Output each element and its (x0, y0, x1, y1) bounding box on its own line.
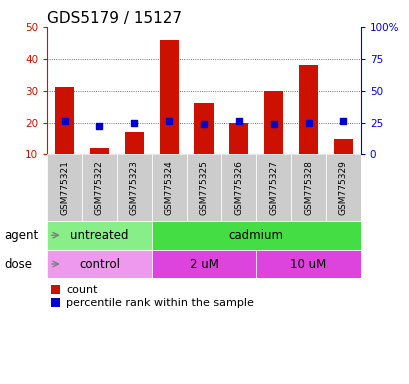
Text: GSM775324: GSM775324 (164, 160, 173, 215)
Text: control: control (79, 258, 120, 270)
FancyBboxPatch shape (151, 154, 186, 221)
Text: dose: dose (4, 258, 32, 270)
Text: 10 uM: 10 uM (290, 258, 326, 270)
Point (165, 118, 172, 124)
Text: GSM775321: GSM775321 (60, 160, 69, 215)
FancyBboxPatch shape (290, 154, 325, 221)
Bar (229, 122, 248, 154)
FancyBboxPatch shape (325, 154, 360, 221)
Bar (298, 65, 317, 154)
Point (200, 121, 207, 127)
Point (61, 118, 68, 124)
Text: GSM775322: GSM775322 (95, 160, 103, 215)
Bar (159, 40, 178, 154)
FancyBboxPatch shape (117, 154, 151, 221)
Point (304, 119, 311, 126)
FancyBboxPatch shape (221, 154, 256, 221)
FancyBboxPatch shape (151, 221, 360, 250)
Bar (90, 148, 109, 154)
Point (131, 119, 137, 126)
Text: percentile rank within the sample: percentile rank within the sample (66, 298, 254, 308)
FancyBboxPatch shape (82, 154, 117, 221)
Text: 2 uM: 2 uM (189, 258, 218, 270)
Point (235, 118, 241, 124)
Text: count: count (66, 285, 98, 295)
Text: GSM775326: GSM775326 (234, 160, 243, 215)
FancyBboxPatch shape (47, 154, 82, 221)
FancyBboxPatch shape (186, 154, 221, 221)
Text: GSM775328: GSM775328 (303, 160, 312, 215)
Text: GSM775327: GSM775327 (269, 160, 277, 215)
Text: cadmium: cadmium (228, 229, 283, 242)
Text: GSM775325: GSM775325 (199, 160, 208, 215)
Bar (124, 132, 144, 154)
Text: GSM775329: GSM775329 (338, 160, 347, 215)
Bar (333, 139, 352, 154)
FancyBboxPatch shape (151, 250, 256, 278)
Bar (55, 88, 74, 154)
Point (96, 123, 102, 129)
FancyBboxPatch shape (256, 250, 360, 278)
Text: GDS5179 / 15127: GDS5179 / 15127 (47, 11, 182, 26)
Point (339, 118, 346, 124)
Bar (263, 91, 283, 154)
Text: agent: agent (4, 229, 38, 242)
Text: untreated: untreated (70, 229, 128, 242)
FancyBboxPatch shape (47, 250, 151, 278)
Point (270, 121, 276, 127)
Bar (194, 103, 213, 154)
Text: GSM775323: GSM775323 (130, 160, 138, 215)
FancyBboxPatch shape (256, 154, 290, 221)
FancyBboxPatch shape (47, 221, 151, 250)
